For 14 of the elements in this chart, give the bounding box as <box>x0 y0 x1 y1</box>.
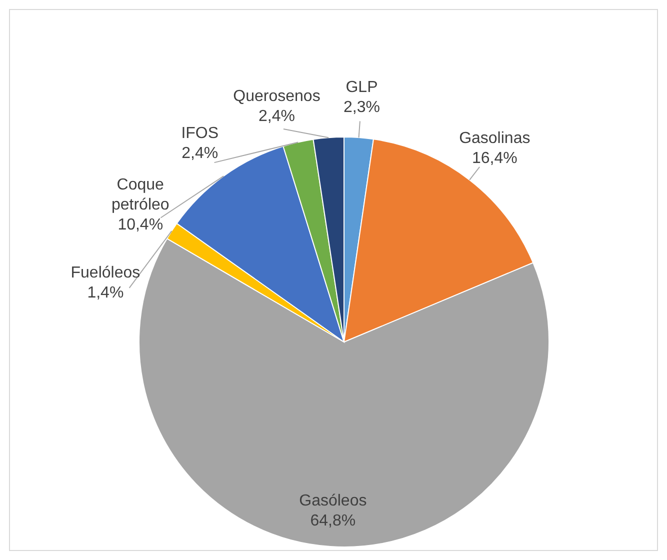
slice-label: Coque petróleo <box>111 176 170 214</box>
slice-label: IFOS <box>181 125 219 142</box>
data-label: 2,4% <box>182 145 218 162</box>
data-label: 2,3% <box>344 99 380 116</box>
data-label: 10,4% <box>118 216 164 234</box>
data-label: 2,4% <box>258 108 295 125</box>
data-label: 16,4% <box>472 150 518 168</box>
data-label: 64,8% <box>310 512 356 530</box>
slice-label: Fuelóleos <box>70 264 140 282</box>
slice-label: Gasóleos <box>299 492 367 510</box>
data-label: 1,4% <box>87 284 124 302</box>
slice-label: Gasolinas <box>459 130 530 148</box>
slice-label: Querosenos <box>233 88 320 105</box>
slice-label: GLP <box>346 79 378 96</box>
